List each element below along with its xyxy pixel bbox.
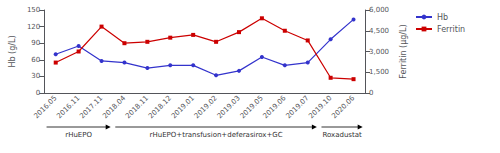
- svg-text:90: 90: [31, 39, 40, 47]
- svg-text:4,500: 4,500: [369, 27, 389, 35]
- svg-text:2019.07: 2019.07: [284, 94, 310, 120]
- svg-text:2017.11: 2017.11: [78, 94, 104, 120]
- svg-text:150: 150: [27, 6, 40, 14]
- svg-text:Roxadustat: Roxadustat: [322, 131, 362, 139]
- svg-text:2019.02: 2019.02: [193, 94, 219, 120]
- svg-text:rHuEPO+transfusion+deferasirox: rHuEPO+transfusion+deferasirox+GC: [150, 131, 283, 139]
- svg-text:rHuEPO: rHuEPO: [65, 131, 92, 139]
- svg-text:0: 0: [369, 89, 373, 97]
- svg-text:Ferritin (μg/L): Ferritin (μg/L): [399, 24, 408, 78]
- svg-text:2019.01: 2019.01: [170, 94, 196, 120]
- svg-text:3,000: 3,000: [369, 48, 389, 56]
- svg-text:2019.05: 2019.05: [239, 94, 265, 120]
- svg-text:2016.11: 2016.11: [55, 94, 81, 120]
- svg-text:0: 0: [36, 89, 40, 97]
- svg-text:Hb: Hb: [437, 13, 448, 22]
- svg-text:2018.11: 2018.11: [124, 94, 150, 120]
- svg-text:2016.05: 2016.05: [32, 94, 58, 120]
- svg-text:2019.03: 2019.03: [216, 94, 242, 120]
- svg-text:2018.12: 2018.12: [147, 94, 173, 120]
- svg-text:Hb (g/L): Hb (g/L): [8, 35, 17, 67]
- svg-text:30: 30: [31, 72, 40, 80]
- svg-text:1,500: 1,500: [369, 68, 389, 76]
- svg-text:6,000: 6,000: [369, 6, 389, 14]
- svg-text:2020.06: 2020.06: [330, 94, 356, 120]
- svg-text:2019.10: 2019.10: [307, 94, 333, 120]
- svg-text:2018.04: 2018.04: [101, 94, 127, 120]
- svg-text:Ferritin: Ferritin: [437, 25, 465, 34]
- svg-text:120: 120: [27, 23, 40, 31]
- svg-text:60: 60: [31, 56, 40, 64]
- svg-text:2019.06: 2019.06: [262, 94, 288, 120]
